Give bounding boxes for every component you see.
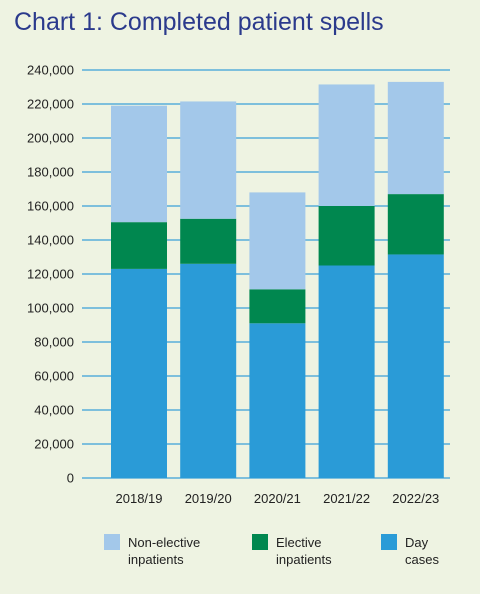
legend-swatch [252,534,268,550]
y-tick-label: 140,000 [27,233,74,248]
y-tick-label: 0 [67,471,74,486]
x-tick-label: 2020/21 [254,491,301,506]
bar-segment [180,218,237,264]
legend-label: Day [405,535,429,550]
x-tick-label: 2022/23 [392,491,439,506]
bar-segment [111,268,167,478]
y-tick-label: 220,000 [27,97,74,112]
legend-swatch [104,534,120,550]
legend-label: inpatients [128,552,184,567]
y-tick-label: 200,000 [27,131,74,146]
y-tick-label: 120,000 [27,267,74,282]
x-tick-label: 2021/22 [323,491,370,506]
bar-segment [111,105,167,223]
legend-label: Elective [276,535,322,550]
legend-label: Non-elective [128,535,200,550]
y-tick-label: 40,000 [34,403,74,418]
y-tick-label: 240,000 [27,63,74,78]
legend-label: inpatients [276,552,332,567]
y-tick-label: 80,000 [34,335,74,350]
bar-segment [318,84,375,206]
x-tick-label: 2018/19 [116,491,163,506]
legend-label: cases [405,552,439,567]
y-tick-label: 60,000 [34,369,74,384]
chart-title: Chart 1: Completed patient spells [14,8,384,36]
bar-segment [387,254,444,478]
y-tick-label: 180,000 [27,165,74,180]
bar-segment [318,206,375,266]
bar-segment [249,323,306,478]
x-tick-label: 2019/20 [185,491,232,506]
bar-segment [387,81,444,195]
y-tick-label: 160,000 [27,199,74,214]
legend-swatch [381,534,397,550]
bar-segment [180,263,237,478]
bar-segment [318,265,375,478]
bar-segment [111,222,167,269]
bar-segment [249,289,306,324]
bar-segment [387,194,444,255]
y-tick-label: 20,000 [34,437,74,452]
bar-segment [249,192,306,290]
bar-segment [180,101,237,219]
y-tick-label: 100,000 [27,301,74,316]
